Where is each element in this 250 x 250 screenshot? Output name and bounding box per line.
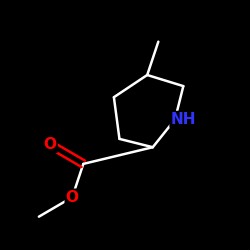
Text: O: O — [66, 190, 79, 205]
Text: O: O — [44, 137, 57, 152]
Text: NH: NH — [170, 112, 196, 127]
